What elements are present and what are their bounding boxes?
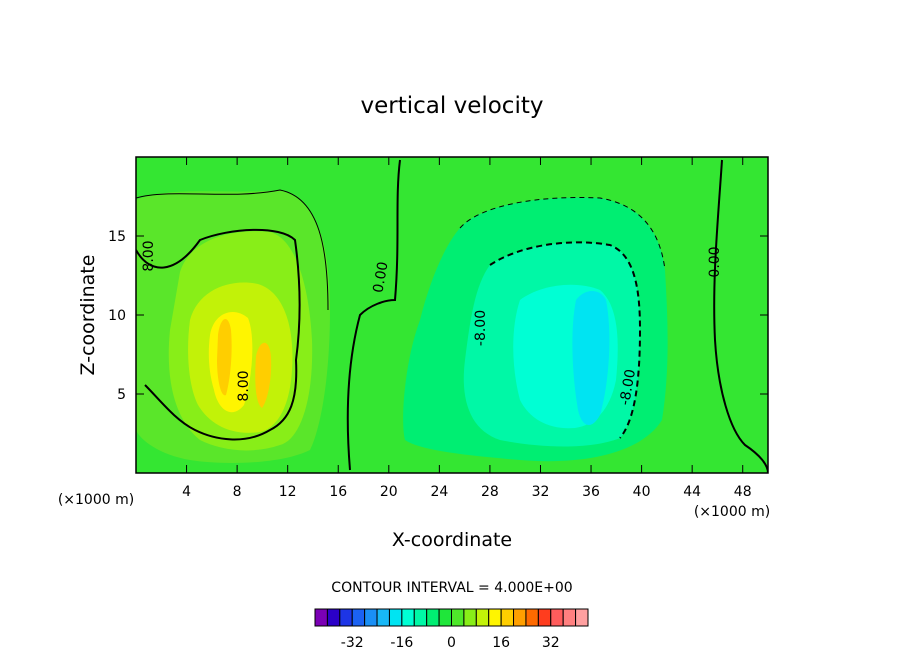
colorbar-tick-label: 16 xyxy=(492,635,510,651)
colorbar-swatch xyxy=(525,608,539,627)
contour-neg8-middle xyxy=(489,241,642,439)
colorbar-swatch xyxy=(413,608,428,627)
colorbar-swatch xyxy=(562,608,577,627)
chart-title: vertical velocity xyxy=(361,93,544,119)
negative-core xyxy=(572,291,610,426)
colorbar-swatch xyxy=(351,608,366,627)
colorbar-swatch xyxy=(475,608,490,627)
y-axis-ticks: 5 10 15 xyxy=(108,229,768,403)
contour-label: -8.00 xyxy=(473,310,489,346)
max-core-a xyxy=(217,319,232,396)
colorbar-swatch xyxy=(488,608,502,627)
y-tick-label: 10 xyxy=(108,308,126,324)
colorbar-swatch xyxy=(388,608,403,627)
max-core-b xyxy=(255,342,272,408)
zero-contour-right xyxy=(713,159,768,473)
y-tick-label: 15 xyxy=(108,229,126,245)
colorbar-swatch xyxy=(438,608,453,627)
y-tick-label: 5 xyxy=(117,387,126,403)
colorbar-swatch xyxy=(426,608,440,627)
contour-field xyxy=(136,157,768,473)
colorbar-swatch xyxy=(575,608,589,627)
colorbar-swatch xyxy=(537,608,552,627)
x-unit-label-left: (×1000 m) xyxy=(58,492,134,508)
x-tick-label: 20 xyxy=(380,484,398,500)
colorbar-tick-labels: -32 -16 0 16 32 xyxy=(341,635,560,651)
x-unit-label-right: (×1000 m) xyxy=(694,504,770,520)
colorbar-swatch xyxy=(326,608,341,627)
colorbar-swatch xyxy=(463,608,477,627)
contour-neg4-middle xyxy=(459,197,666,271)
contour-label: 8.00 xyxy=(236,370,252,401)
colorbar-swatch xyxy=(451,608,465,627)
x-tick-label: 24 xyxy=(430,484,448,500)
contour-label: 0.00 xyxy=(370,261,391,294)
x-tick-label: 32 xyxy=(532,484,550,500)
x-tick-label: 36 xyxy=(582,484,600,500)
colorbar-swatch xyxy=(513,608,527,627)
colorbar-swatch xyxy=(364,608,378,627)
y-axis-label: Z-coordinate xyxy=(77,255,99,376)
colorbar-tick-label: 0 xyxy=(447,635,456,651)
x-tick-label: 48 xyxy=(734,484,752,500)
colorbar-swatch xyxy=(401,608,415,627)
colorbar-tick-label: -16 xyxy=(390,635,413,651)
contour-label-group: 8.00 8.00 0.00 -8.00 -8.00 0.00 xyxy=(141,240,723,406)
x-tick-label: 44 xyxy=(683,484,701,500)
zero-contour-middle xyxy=(346,159,401,471)
x-axis-ticks: 4 8 12 16 20 24 28 32 36 40 44 48 xyxy=(182,157,752,500)
contour-8-left xyxy=(136,189,329,311)
colorbar-swatch xyxy=(550,608,564,627)
x-tick-label: 12 xyxy=(279,484,297,500)
contour-interval-label: CONTOUR INTERVAL = 4.000E+00 xyxy=(331,580,572,596)
contour-lines xyxy=(136,159,768,473)
colorbar-swatch xyxy=(500,608,515,627)
colorbar-swatch xyxy=(314,608,328,627)
x-tick-label: 16 xyxy=(329,484,347,500)
contour-label: 8.00 xyxy=(141,240,157,271)
colorbar-tick-label: 32 xyxy=(542,635,560,651)
contour-label: -8.00 xyxy=(617,368,639,406)
contour-label: 0.00 xyxy=(707,246,723,277)
x-tick-label: 28 xyxy=(481,484,499,500)
x-axis-label: X-coordinate xyxy=(392,529,512,551)
x-tick-label: 40 xyxy=(633,484,651,500)
x-tick-label: 8 xyxy=(233,484,242,500)
colorbar xyxy=(314,608,589,627)
x-tick-label: 4 xyxy=(182,484,191,500)
colorbar-swatch xyxy=(376,608,390,627)
colorbar-tick-label: -32 xyxy=(341,635,364,651)
zero-contour-left xyxy=(136,228,301,441)
colorbar-swatch xyxy=(339,608,353,627)
